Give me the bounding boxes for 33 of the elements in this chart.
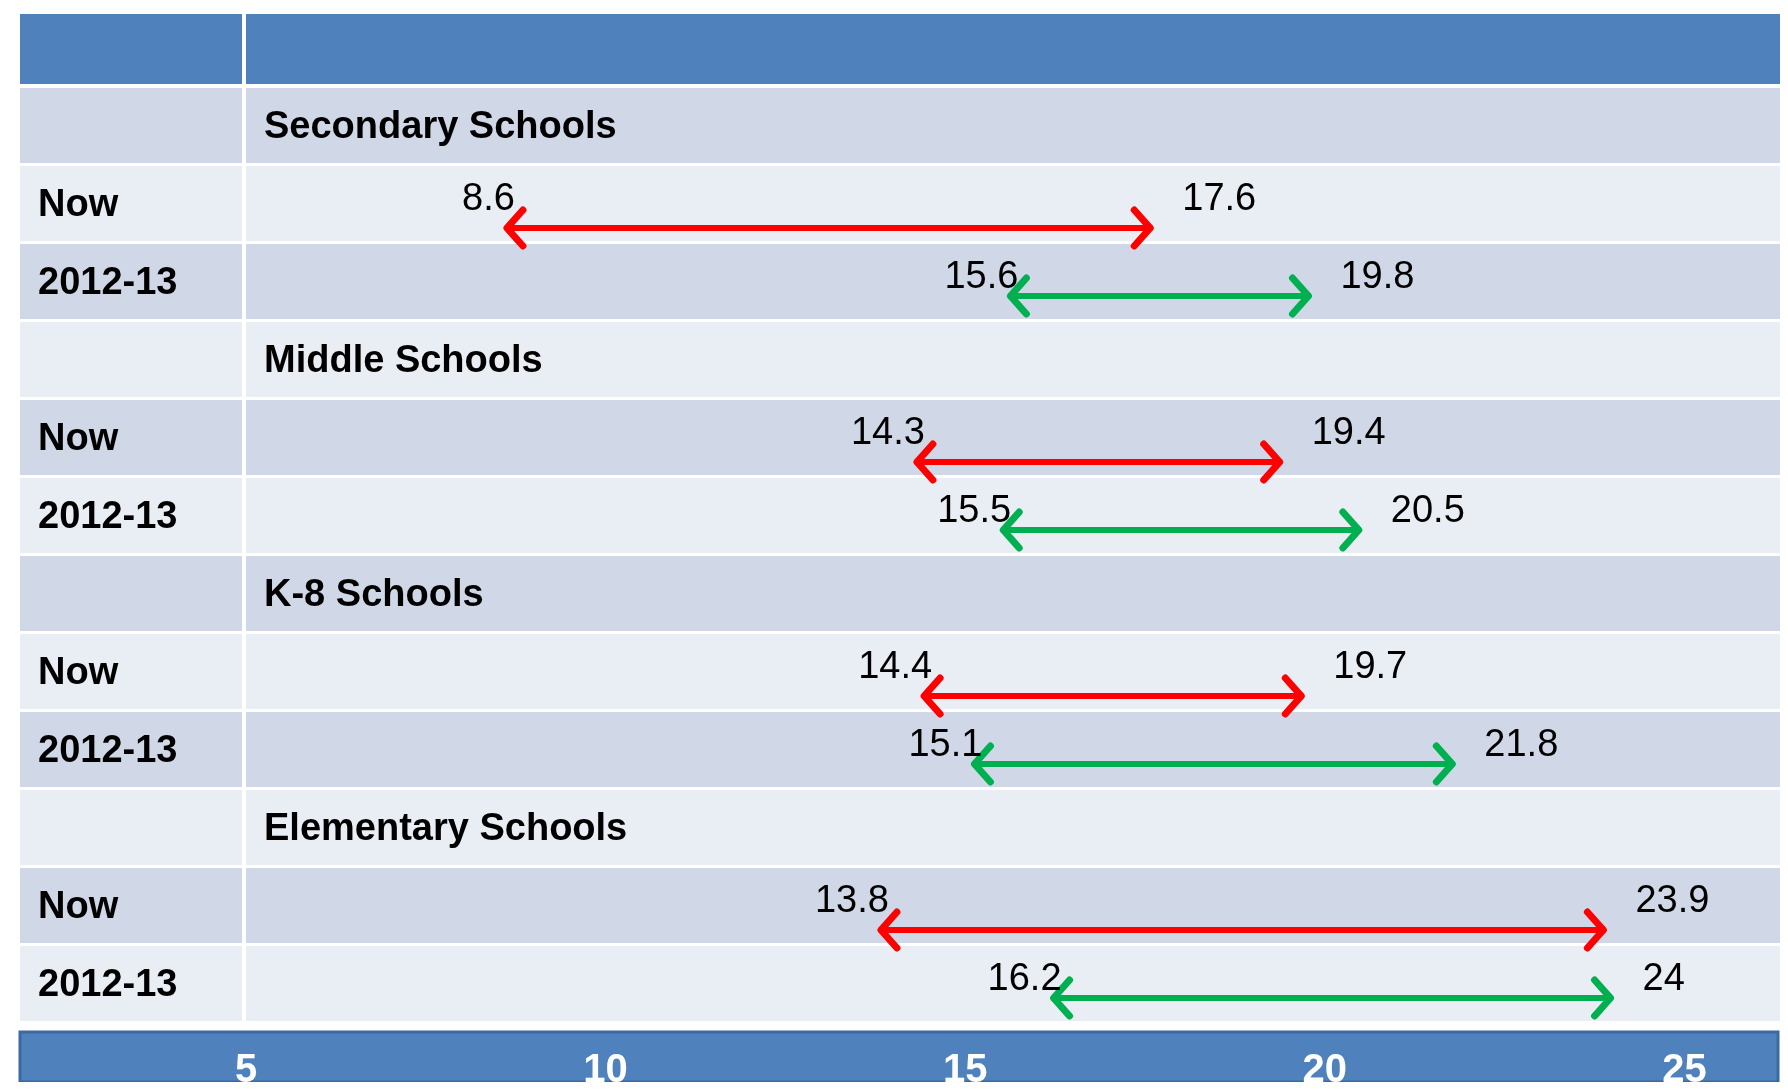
annotation: 21.8 xyxy=(1484,722,1559,764)
y-tick-label: Secondary Schools xyxy=(264,104,617,146)
annotation: 16.2 xyxy=(987,956,1062,998)
x-tick-label: 25 xyxy=(1662,1046,1707,1090)
y-tick-label: Now xyxy=(38,182,119,224)
annotation: 23.9 xyxy=(1635,878,1710,920)
annotation: 15.6 xyxy=(944,254,1019,296)
x-tick-label: 10 xyxy=(583,1046,628,1090)
x-tick-label: 5 xyxy=(234,1046,258,1090)
annotation: 14.3 xyxy=(850,410,925,452)
annotation: 8.6 xyxy=(462,176,515,218)
annotation: 19.7 xyxy=(1333,644,1408,686)
y-tick-label: Middle Schools xyxy=(264,338,543,380)
y-tick-label: 2012-13 xyxy=(38,494,178,536)
y-tick-label: Now xyxy=(38,416,119,458)
annotation: 24 xyxy=(1642,956,1685,998)
annotation: 19.8 xyxy=(1340,254,1415,296)
y-tick-label: 2012-13 xyxy=(38,962,178,1004)
x-tick-label: 20 xyxy=(1302,1046,1348,1090)
annotation: 13.8 xyxy=(814,878,889,920)
annotation: 19.4 xyxy=(1311,410,1386,452)
y-tick-label: 2012-13 xyxy=(38,260,178,302)
annotation: 14.4 xyxy=(858,644,933,686)
y-tick-label: Now xyxy=(38,884,119,926)
annotation: 15.5 xyxy=(937,488,1012,530)
annotation: 17.6 xyxy=(1182,176,1257,218)
annotation: 15.1 xyxy=(908,722,983,764)
y-tick-label: 2012-13 xyxy=(38,728,178,770)
y-tick-label: K-8 Schools xyxy=(264,572,484,614)
y-tick-label: Elementary Schools xyxy=(264,806,628,848)
x-tick-label: 15 xyxy=(943,1046,988,1090)
annotation: 20.5 xyxy=(1390,488,1465,530)
y-tick-label: Now xyxy=(38,650,119,692)
